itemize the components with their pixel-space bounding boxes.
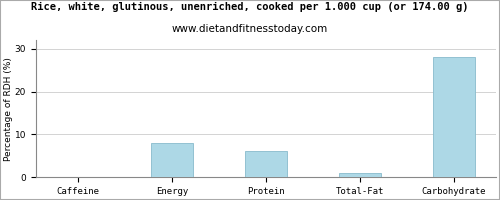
Bar: [244, 151, 287, 177]
Bar: [150, 143, 193, 177]
Bar: [338, 173, 381, 177]
Text: Rice, white, glutinous, unenriched, cooked per 1.000 cup (or 174.00 g): Rice, white, glutinous, unenriched, cook…: [31, 2, 469, 12]
Y-axis label: Percentage of RDH (%): Percentage of RDH (%): [4, 57, 13, 161]
Bar: [432, 57, 475, 177]
Text: www.dietandfitnesstoday.com: www.dietandfitnesstoday.com: [172, 24, 328, 34]
